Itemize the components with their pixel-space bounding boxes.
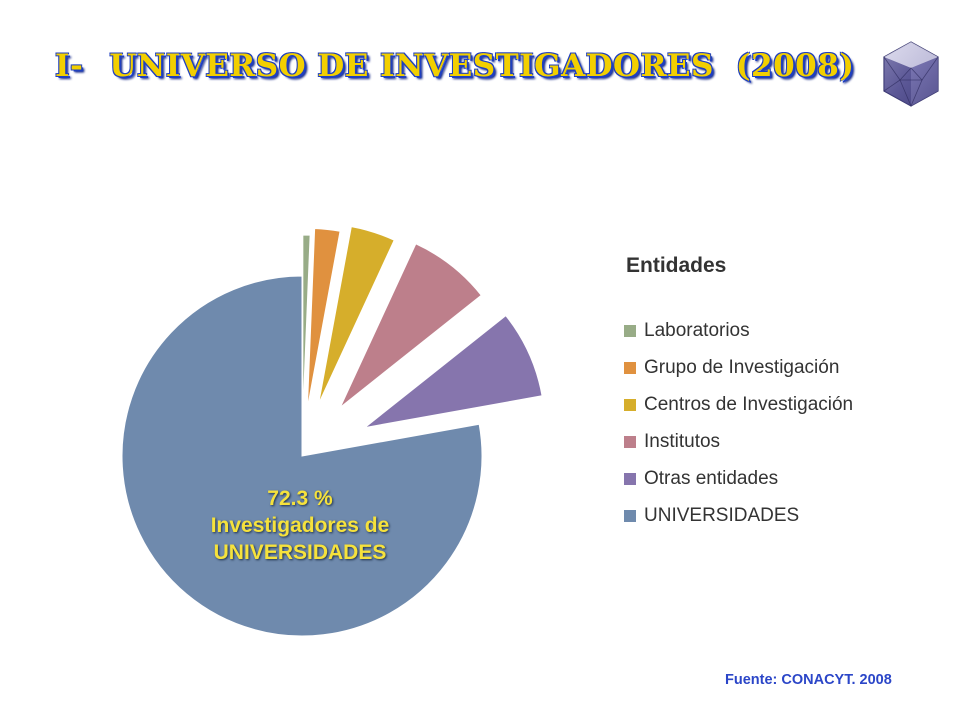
- title-prefix: I-: [55, 48, 84, 84]
- legend-item-centros-de-investigacion: Centros de Investigación: [624, 386, 853, 423]
- legend-label: Centros de Investigación: [644, 393, 854, 415]
- slice-annotation: 72.3 % Investigadores de UNIVERSIDADES: [170, 485, 430, 566]
- legend-item-laboratorios: Laboratorios: [624, 312, 853, 349]
- legend-swatch: [624, 324, 636, 337]
- legend-label: Institutos: [644, 430, 721, 452]
- pie-slice-otras-entidades: [364, 314, 543, 429]
- legend-swatch: [624, 509, 636, 522]
- title-main: UNIVERSO DE INVESTIGADORES: [109, 48, 714, 84]
- crystal-gem-icon: [883, 41, 939, 108]
- legend-swatch: [624, 361, 636, 374]
- legend-label: Grupo de Investigación: [644, 356, 840, 378]
- legend-swatch: [624, 472, 636, 485]
- source-note: Fuente: CONACYT. 2008: [725, 672, 892, 688]
- annotation-line-1: Investigadores de: [210, 514, 390, 537]
- legend-title: Entidades: [626, 254, 727, 277]
- annotation-value: 72.3 %: [267, 487, 333, 510]
- pie-slice-laboratorios: [302, 234, 311, 416]
- legend-item-institutos: Institutos: [624, 423, 853, 460]
- pie-slice-centros-de-investigacion: [318, 225, 395, 404]
- pie-slice-universidades: [121, 275, 483, 637]
- pie-slice-institutos: [339, 243, 482, 408]
- legend-label: UNIVERSIDADES: [644, 504, 800, 526]
- legend-item-grupo-de-investigacion: Grupo de Investigación: [624, 349, 853, 386]
- legend-label: Otras entidades: [644, 467, 779, 489]
- legend-item-otras-entidades: Otras entidades: [624, 460, 853, 497]
- legend-item-universidades: UNIVERSIDADES: [624, 497, 853, 534]
- page-title: I- UNIVERSO DE INVESTIGADORES (2008): [55, 48, 854, 84]
- legend: Laboratorios Grupo de Investigación Centro…: [624, 312, 853, 534]
- annotation-line-2: UNIVERSIDADES: [213, 541, 387, 564]
- title-year: (2008): [735, 48, 855, 84]
- legend-label: Laboratorios: [644, 319, 750, 341]
- legend-swatch: [624, 398, 636, 411]
- pie-slice-grupo-de-investigacion: [306, 227, 341, 409]
- legend-swatch: [624, 435, 636, 448]
